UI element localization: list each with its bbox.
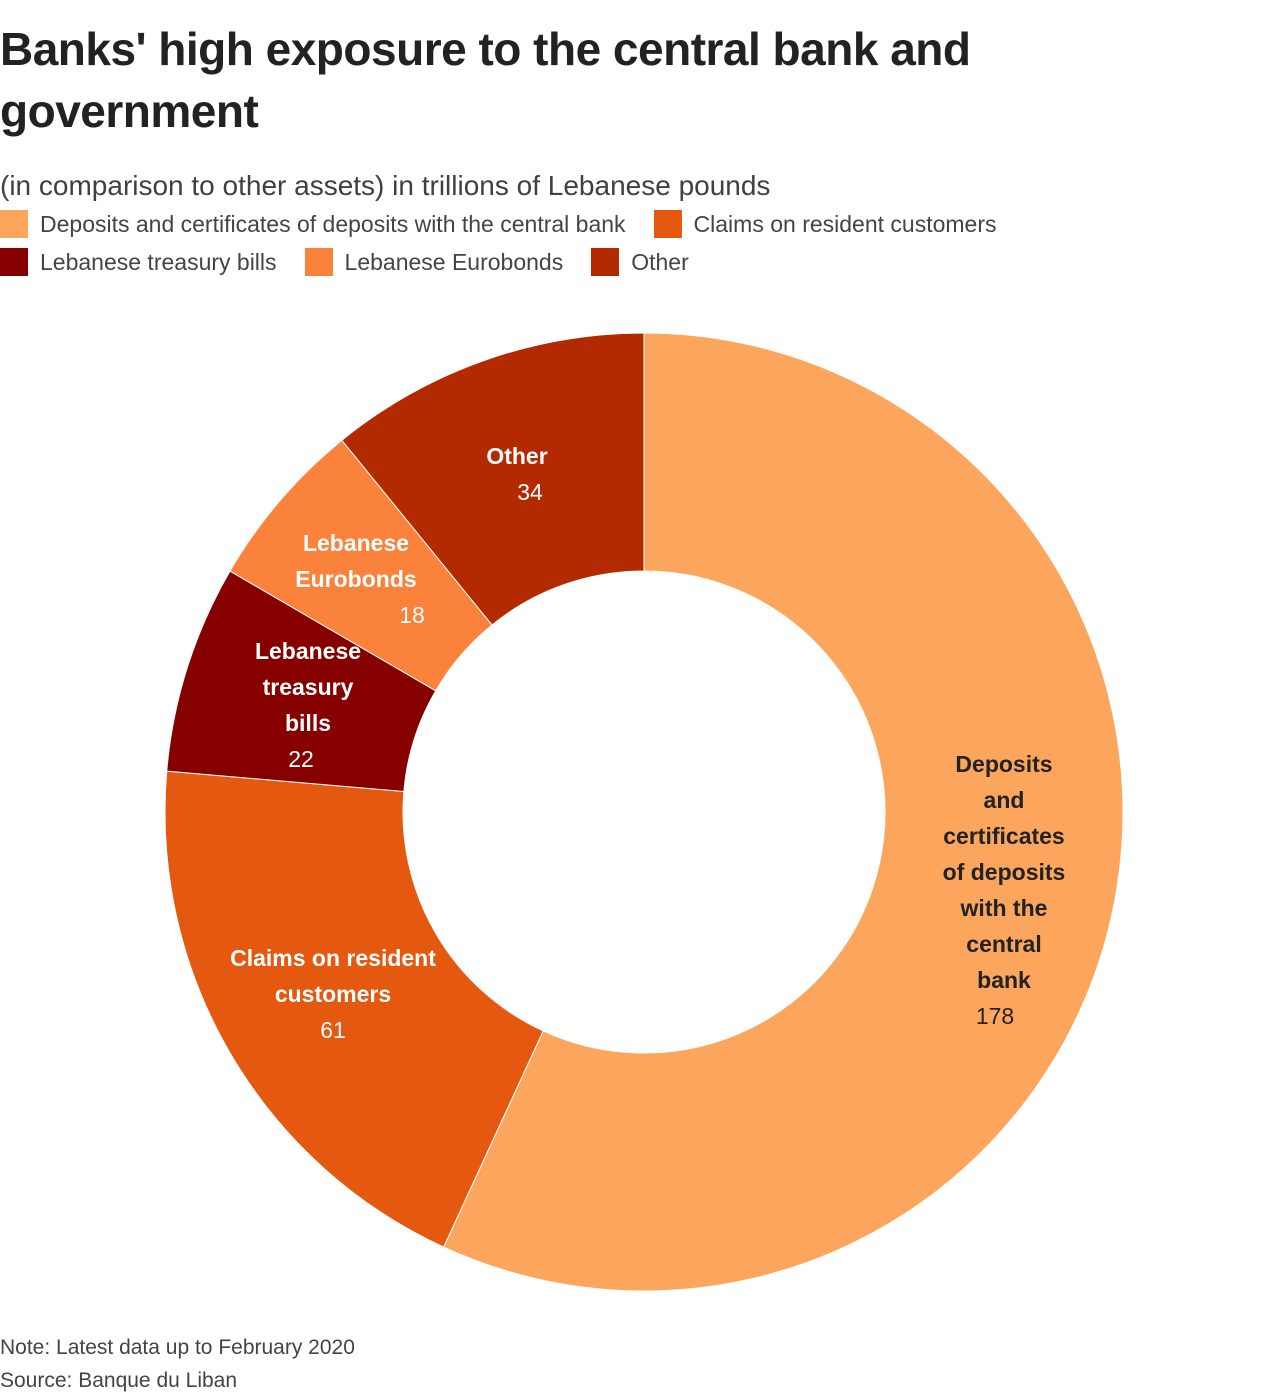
legend-label: Other xyxy=(631,248,689,275)
legend-row: Deposits and certificates of deposits wi… xyxy=(0,205,1200,243)
slice-value-treasury-bills: 22 xyxy=(288,746,314,772)
legend-swatch xyxy=(304,248,333,276)
legend-swatch xyxy=(0,248,28,276)
legend-item-treasury-bills: Lebanese treasury bills xyxy=(0,248,277,276)
legend-swatch xyxy=(653,210,682,238)
legend-item-other: Other xyxy=(591,248,689,276)
slice-deposits xyxy=(442,332,1124,1292)
chart-title: Banks' high exposure to the central bank… xyxy=(0,23,971,137)
slice-label-eurobonds: Lebanese Eurobonds xyxy=(295,530,416,592)
source: Source: Banque du Liban xyxy=(0,1369,238,1392)
legend-label: Lebanese Eurobonds xyxy=(344,248,564,275)
legend-row: Lebanese treasury bills Lebanese Eurobon… xyxy=(0,243,1200,281)
slice-label-treasury-bills: Lebanese treasury bills xyxy=(255,638,361,736)
slice-label-deposits: Deposits and certificates of deposits with t… xyxy=(943,751,1066,993)
legend-label: Claims on resident customers xyxy=(693,210,997,237)
slice-value-claims: 61 xyxy=(320,1017,346,1043)
slice-labels: Deposits and certificates of deposits with t… xyxy=(230,443,1065,1043)
slices xyxy=(164,332,1124,1292)
legend-swatch xyxy=(0,210,28,238)
legend-item-claims: Claims on resident customers xyxy=(653,210,997,238)
note: Note: Latest data up to February 2020 xyxy=(0,1336,355,1359)
legend-item-deposits: Deposits and certificates of deposits wi… xyxy=(0,210,626,238)
slice-other xyxy=(341,332,645,626)
slice-label-other: Other xyxy=(486,443,547,469)
legend-label: Deposits and certificates of deposits wi… xyxy=(40,210,626,237)
slice-claims xyxy=(164,770,544,1248)
slice-value-other: 34 xyxy=(517,479,543,505)
legend-item-eurobonds: Lebanese Eurobonds xyxy=(304,248,564,276)
legend-label: Lebanese treasury bills xyxy=(40,248,277,275)
slice-value-eurobonds: 18 xyxy=(399,602,425,628)
chart-subtitle: (in comparison to other assets) in trill… xyxy=(0,170,771,201)
legend-swatch xyxy=(591,248,620,276)
slice-label-claims: Claims on resident customers xyxy=(230,945,436,1007)
legend: Deposits and certificates of deposits wi… xyxy=(0,205,1200,281)
slice-value-deposits: 178 xyxy=(976,1003,1014,1029)
